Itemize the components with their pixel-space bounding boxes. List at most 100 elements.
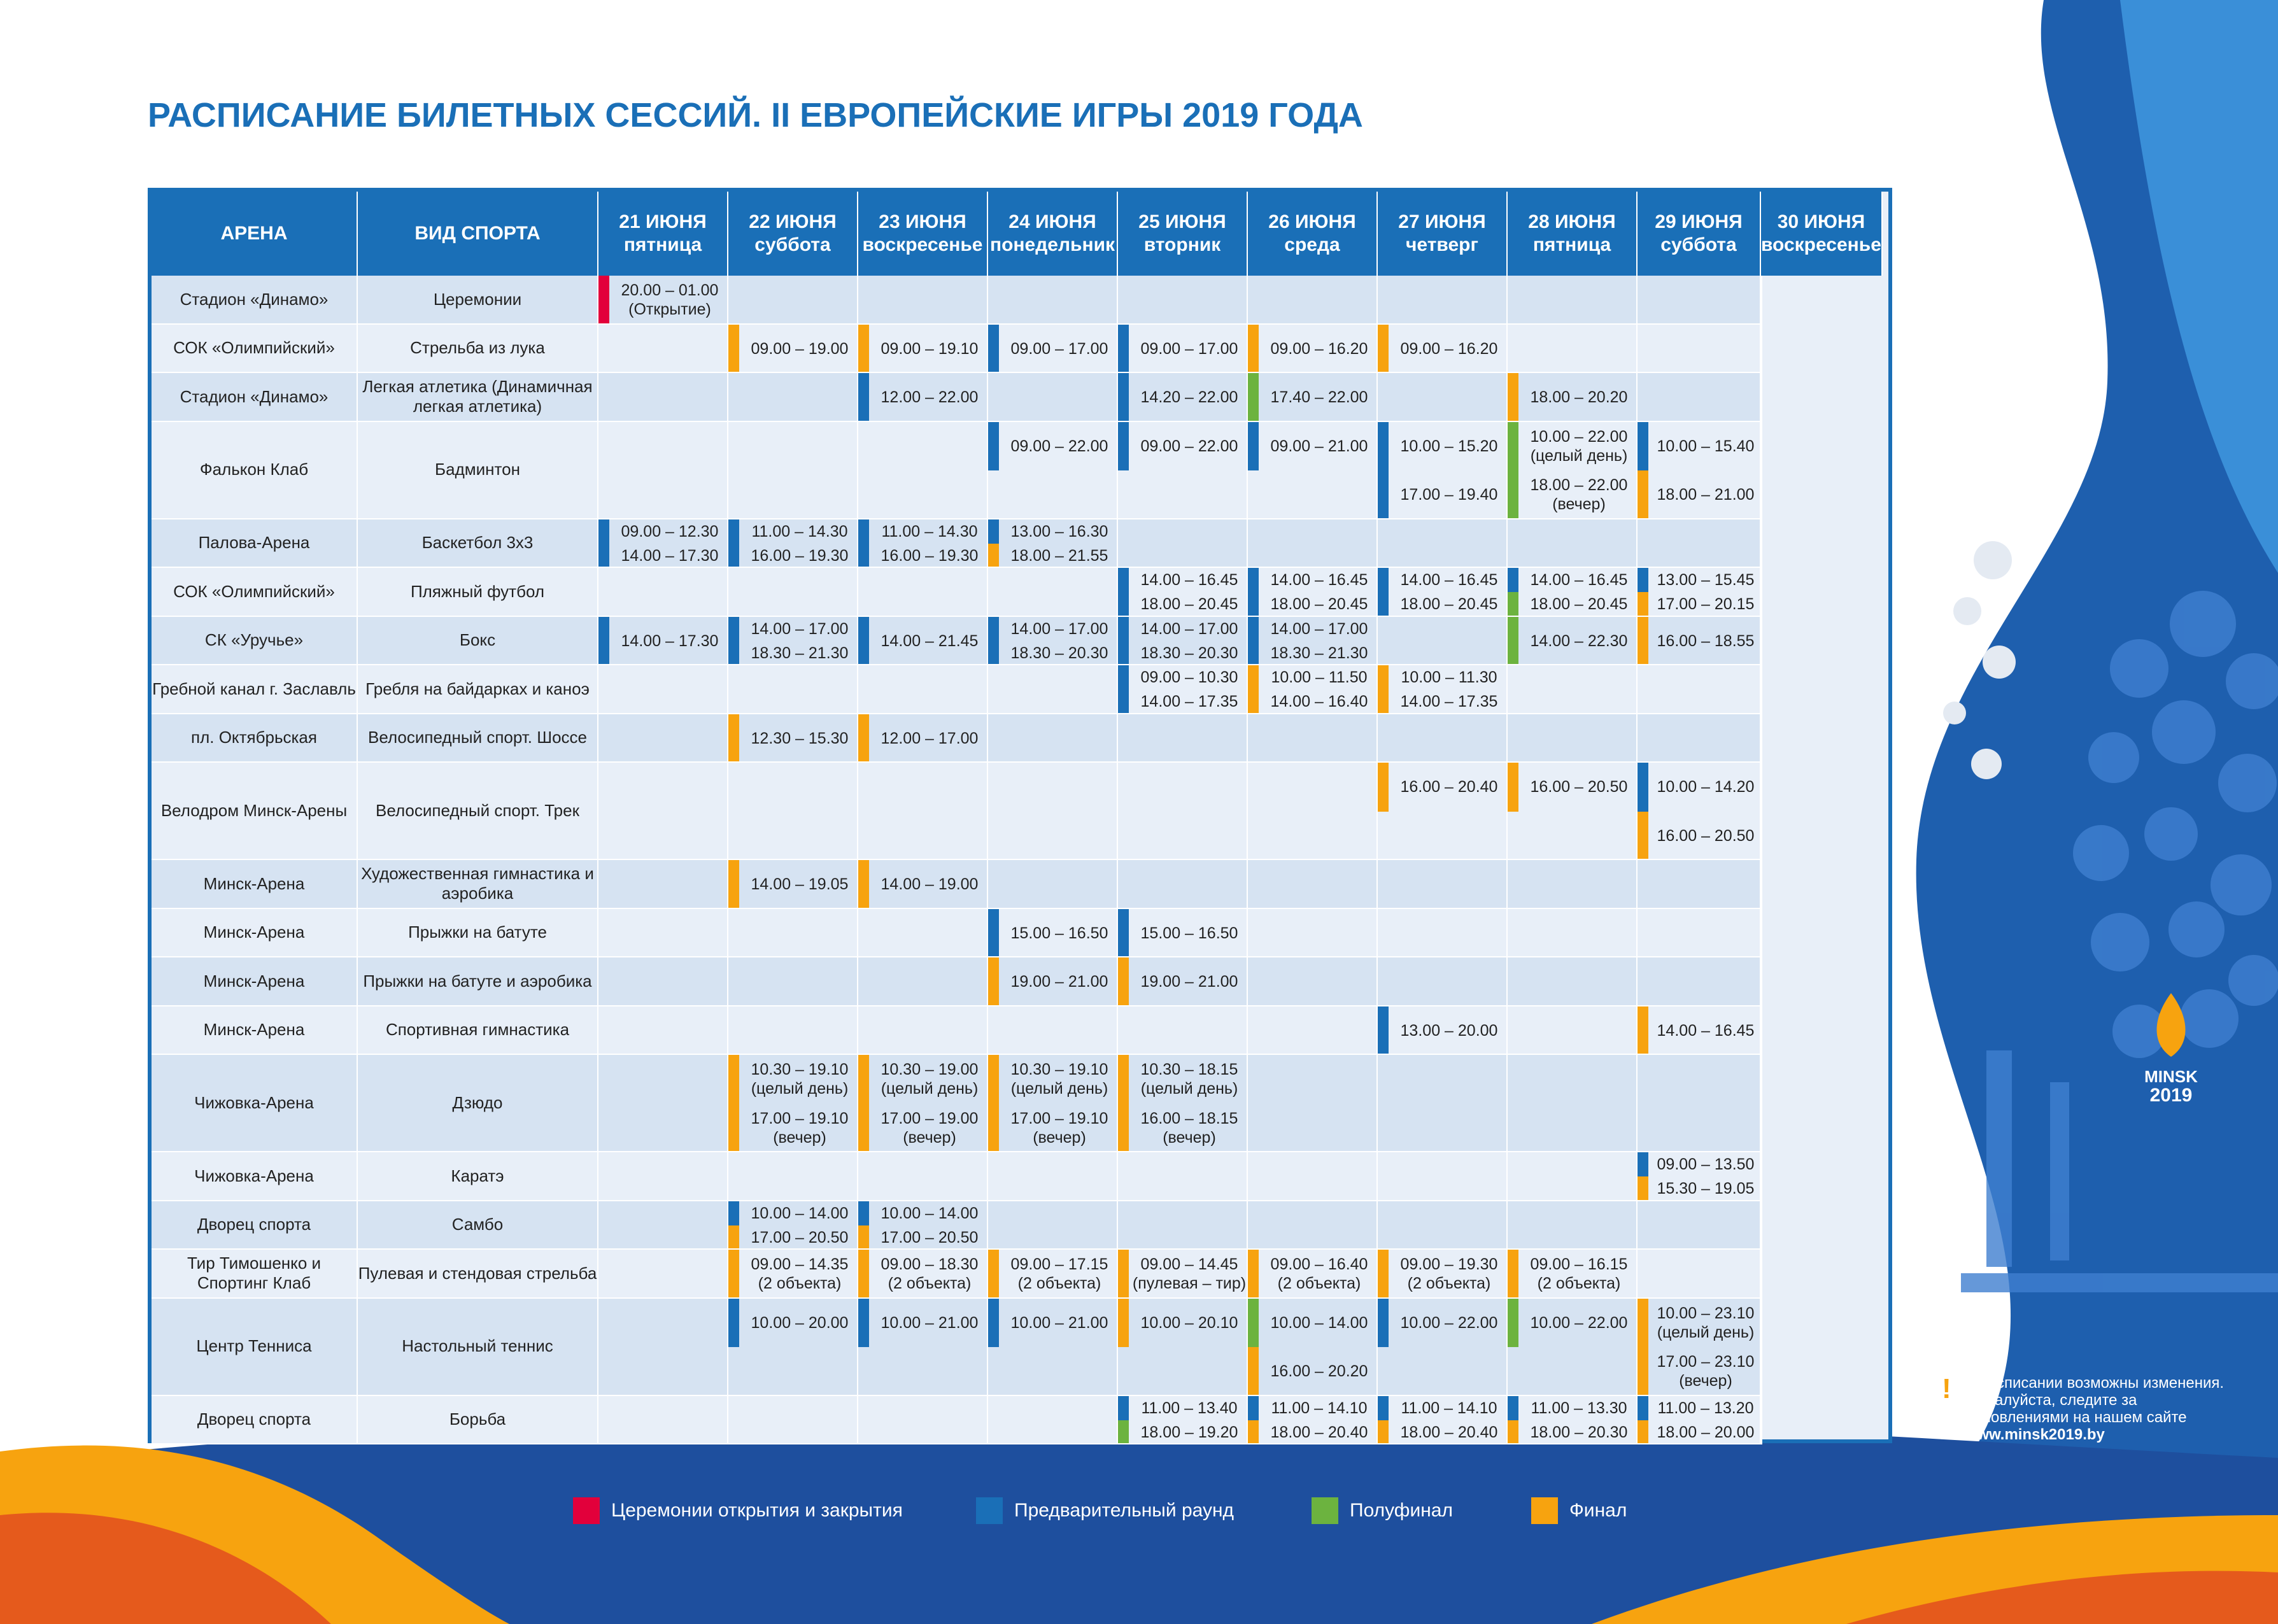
session-entry[interactable]: 16.00 – 19.30 [858,543,987,567]
session-entry[interactable]: 09.00 – 14.45 (пулевая – тир) [1118,1250,1247,1297]
session-entry[interactable]: 10.00 – 21.00 [988,1298,1117,1347]
session-entry[interactable]: 14.00 – 17.35 [1118,689,1247,713]
session-entry[interactable]: 13.00 – 15.45 [1638,568,1760,593]
session-entry[interactable]: 16.00 – 19.30 [728,543,857,567]
session-entry[interactable]: 10.00 – 14.00 [1248,1298,1376,1347]
session-entry[interactable]: 10.30 – 19.10 (целый день) [728,1055,857,1104]
session-entry[interactable]: 18.30 – 20.30 [988,640,1117,665]
session-entry[interactable]: 19.00 – 21.00 [988,957,1117,1005]
session-entry[interactable]: 09.00 – 19.30 (2 объекта) [1378,1250,1506,1297]
session-entry[interactable]: 13.00 – 15.00 [1761,1396,1762,1445]
session-entry[interactable]: 14.00 – 16.45 [1118,568,1247,593]
session-entry[interactable]: 13.00 – 20.00 [1378,1006,1506,1054]
session-entry[interactable]: 14.00 – 16.45 [1508,568,1636,593]
session-entry[interactable]: 15.30 – 19.05 [1638,1176,1760,1200]
session-entry[interactable]: 18.00 – 22.00 (вечер) [1508,470,1636,518]
session-entry[interactable]: 18.00 – 20.40 [1378,1420,1506,1444]
session-entry[interactable]: 17.00 – 20.50 [858,1225,987,1249]
session-entry[interactable]: 12.00 – 15.20 [1761,617,1762,666]
website-link[interactable]: www.minsk2019.by [1965,1425,2105,1443]
session-entry[interactable]: 18.00 – 21.00 [1638,470,1760,518]
session-entry[interactable]: 14.00 – 22.30 [1508,616,1636,665]
session-entry[interactable]: 09.00 – 17.00 [1118,324,1247,372]
session-entry[interactable]: 09.00 – 13.50 [1638,1152,1760,1177]
session-entry[interactable]: 10.00 – 20.00 [728,1298,857,1347]
session-entry[interactable]: 17.00 – 20.15 [1638,592,1760,616]
session-entry[interactable]: 17.00 – 19.10 (вечер) [728,1103,857,1151]
session-entry[interactable]: 17.00 – 19.00 (вечер) [858,1103,987,1151]
session-entry[interactable]: 11.00 – 13.40 [1118,1395,1247,1420]
session-entry[interactable]: 15.00 – 16.50 [1118,908,1247,957]
session-entry[interactable]: 10.00 – 22.00 (целый день) [1508,421,1636,470]
session-entry[interactable]: 10.00 – 14.20 [1638,763,1760,812]
session-entry[interactable]: 13.00 – 16.35 [1761,1006,1762,1056]
session-entry[interactable]: 09.00 – 14.35 (2 объекта) [728,1250,857,1297]
session-entry[interactable]: 09.00 – 19.10 [858,324,987,372]
session-entry[interactable]: 11.00 – 14.30 [728,519,857,544]
session-entry[interactable]: 14.20 – 22.00 [1118,373,1247,421]
session-entry[interactable]: 13.00 – 16.30 [988,519,1117,544]
session-entry[interactable]: 14.00 – 19.00 [858,860,987,908]
session-entry[interactable]: 18.00 – 20.45 [1248,592,1376,616]
session-entry[interactable]: 10.00 – 11.50 [1248,665,1376,690]
session-entry[interactable]: 16.00 – 18.15 (вечер) [1118,1103,1247,1151]
session-entry[interactable]: 14.00 – 18.25(вечер) [1761,812,1762,861]
session-entry[interactable]: 09.00 – 22.00 [988,421,1117,470]
session-entry[interactable]: 12.30 – 15.30 [728,714,857,762]
session-entry[interactable]: 18.00 – 21.55 [988,543,1117,567]
session-entry[interactable]: 09.00 – 17.00 [988,324,1117,372]
session-entry[interactable]: 12.00 – 22.00 [858,373,987,421]
session-entry[interactable]: 10.00 – 23.10 (целый день) [1638,1298,1760,1347]
session-entry[interactable]: 09.00 – 22.00 [1118,421,1247,470]
session-entry[interactable]: 18.00 – 20.20 [1508,373,1636,421]
session-entry[interactable]: 11.00 – 13.30 [1508,1395,1636,1420]
session-entry[interactable]: 12.00 – 17.00 [858,714,987,762]
session-entry[interactable]: 14.00 – 21.45 [858,616,987,665]
session-entry[interactable]: 14.00 – 19.05 [728,860,857,908]
session-entry[interactable]: 20.00 – 01.00 (Открытие) [598,276,727,323]
session-entry[interactable]: 10.00 – 22.00 [1508,1298,1636,1347]
session-entry[interactable]: 11.00 – 13.20 [1638,1395,1760,1420]
session-entry[interactable]: 14.00 – 17.00 [728,616,857,641]
session-entry[interactable]: 09.00 – 21.00 [1248,421,1376,470]
session-entry[interactable]: 14.00 – 17.35 [1378,689,1506,713]
session-entry[interactable]: 09.00 – 18.30 (2 объекта) [858,1250,987,1297]
session-entry[interactable]: 09.00 – 10.30 [1118,665,1247,690]
session-entry[interactable]: 16.00 – 20.40 [1378,763,1506,812]
session-entry[interactable]: 16.00 – 20.20 [1248,1347,1376,1395]
session-entry[interactable]: 10.00 – 11.30 [1378,665,1506,690]
session-entry[interactable]: 14.00 – 16.45 [1378,568,1506,593]
session-entry[interactable]: 18.00 – 20.30 [1508,1420,1636,1444]
session-entry[interactable]: 19.00 – 21.00 [1118,957,1247,1005]
session-entry[interactable]: 18.00 – 20.00 [1638,1420,1760,1444]
session-entry[interactable]: 10.00 – 20.10 [1118,1298,1247,1347]
session-entry[interactable]: 10.00 – 14.00 [728,1201,857,1225]
session-entry[interactable]: 09.00 – 19.00 [728,324,857,372]
session-entry[interactable]: 17.00 – 19.10 (вечер) [988,1103,1117,1151]
session-entry[interactable]: 10.00 – 15.40 [1638,421,1760,470]
session-entry[interactable]: 16.00 – 20.50 [1638,811,1760,859]
session-entry[interactable]: 11.00 – 14.10 [1378,1395,1506,1420]
session-entry[interactable]: 12.00 – 16.00 [1761,422,1762,471]
session-entry[interactable]: 09.00 – 17.15 (2 объекта) [988,1250,1117,1297]
session-entry[interactable]: 10.30 – 19.00 (целый день) [858,1055,987,1104]
session-entry[interactable]: 10.30 – 19.10 (целый день) [988,1055,1117,1104]
session-entry[interactable]: 09.00 – 18.25(целый день) [1761,763,1762,812]
session-entry[interactable]: 09.00 – 12.30 [598,519,727,544]
session-entry[interactable]: 18.00 – 20.45 [1118,592,1247,616]
session-entry[interactable]: 18.30 – 21.30 [1248,640,1376,665]
session-entry[interactable]: 20.00 – 00.30(Закрытие) [1761,276,1762,325]
session-entry[interactable]: 09.00 – 16.40 (2 объекта) [1248,1250,1376,1297]
session-entry[interactable]: 18.30 – 20.30 [1118,640,1247,665]
session-entry[interactable]: 14.00 – 17.30 [598,616,727,665]
session-entry[interactable]: 14.00 – 16.45 [1638,1006,1760,1054]
session-entry[interactable]: 10.00 – 15.20 [1378,421,1506,470]
session-entry[interactable]: 17.00 – 19.40 [1378,470,1506,518]
session-entry[interactable]: 09.00 – 16.20 [1248,324,1376,372]
session-entry[interactable]: 18.00 – 20.40 [1248,1420,1376,1444]
session-entry[interactable]: 10.00 – 21.00 [858,1298,987,1347]
session-entry[interactable]: 10.00 – 14.00 [858,1201,987,1225]
session-entry[interactable]: 15.00 – 16.50 [988,908,1117,957]
session-entry[interactable]: 10.30 – 18.15 (целый день) [1118,1055,1247,1104]
session-entry[interactable]: 14.00 – 17.00 [1118,616,1247,641]
